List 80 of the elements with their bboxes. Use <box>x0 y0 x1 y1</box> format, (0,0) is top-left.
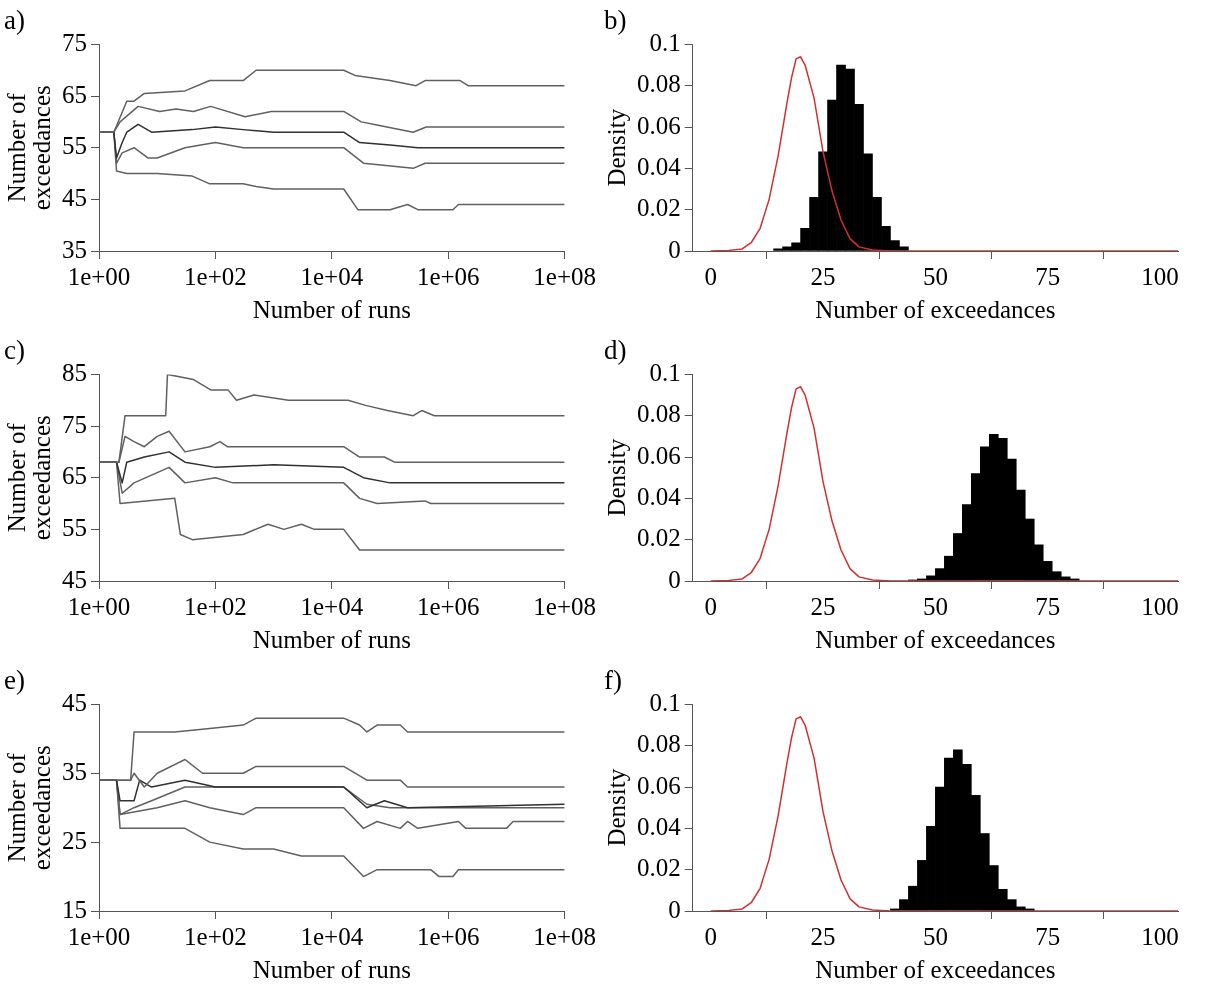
y-tick-label: 0.04 <box>637 812 682 840</box>
y-axis-title: Density <box>603 438 631 517</box>
y-tick-label: 55 <box>62 513 87 541</box>
x-tick-label: 25 <box>810 922 836 950</box>
x-tick-label: 1e+04 <box>300 922 364 950</box>
y-tick-label: 65 <box>62 80 87 108</box>
y-tick-label: 0.1 <box>649 358 681 386</box>
chart-title: e) <box>4 665 25 696</box>
x-tick-label: 1e+04 <box>300 592 364 620</box>
x-tick-label: 1e+08 <box>533 922 596 950</box>
y-tick-label: 0.08 <box>637 730 681 758</box>
chart-title: a) <box>4 5 25 36</box>
y-axis-title: Number of exceedances <box>3 85 56 211</box>
x-axis-title: Number of exceedances <box>815 296 1056 324</box>
x-axis-title: Number of exceedances <box>815 626 1056 654</box>
y-tick-label: 35 <box>62 757 87 785</box>
x-tick-label: 1e+08 <box>533 262 596 290</box>
x-tick-label: 0 <box>704 592 717 620</box>
y-tick-label: 0.1 <box>649 688 681 716</box>
y-tick-label: 0.02 <box>637 194 681 222</box>
chart-title: f) <box>604 665 622 696</box>
x-tick-label: 1e+00 <box>67 262 131 290</box>
x-tick-label: 1e+02 <box>184 592 247 620</box>
x-tick-label: 1e+04 <box>300 262 364 290</box>
chart-title: c) <box>4 335 25 366</box>
x-tick-label: 100 <box>1141 922 1179 950</box>
x-tick-label: 1e+08 <box>533 592 596 620</box>
x-axis-title: Number of runs <box>252 956 411 984</box>
x-tick-label: 25 <box>810 262 836 290</box>
y-tick-label: 0.02 <box>637 524 681 552</box>
y-tick-label: 0.02 <box>637 854 681 882</box>
chart-title: b) <box>604 5 627 36</box>
x-tick-label: 1e+00 <box>67 922 131 950</box>
y-tick-label: 25 <box>62 826 87 854</box>
x-axis-title: Number of runs <box>252 626 411 654</box>
x-tick-label: 0 <box>704 922 717 950</box>
x-tick-label: 0 <box>704 262 717 290</box>
y-tick-label: 65 <box>62 462 87 490</box>
y-tick-label: 45 <box>62 688 87 716</box>
y-tick-label: 45 <box>62 565 87 593</box>
x-tick-label: 75 <box>1035 592 1061 620</box>
y-tick-label: 15 <box>62 895 87 923</box>
x-tick-label: 100 <box>1141 262 1179 290</box>
x-tick-label: 50 <box>922 592 948 620</box>
y-tick-label: 0.06 <box>637 111 681 139</box>
y-axis-title: Number of exceedances <box>3 415 56 541</box>
x-tick-label: 25 <box>810 592 836 620</box>
y-tick-label: 75 <box>62 410 87 438</box>
x-tick-label: 1e+06 <box>416 262 480 290</box>
x-axis-title: Number of exceedances <box>815 956 1056 984</box>
y-tick-label: 0 <box>668 565 681 593</box>
x-axis-title: Number of runs <box>252 296 411 324</box>
x-tick-label: 1e+06 <box>416 922 480 950</box>
x-tick-label: 75 <box>1035 922 1061 950</box>
y-tick-label: 75 <box>62 28 87 56</box>
y-axis-title: Density <box>603 108 631 187</box>
y-axis-title: Number of exceedances <box>3 745 56 871</box>
x-tick-label: 75 <box>1035 262 1061 290</box>
y-tick-label: 0.06 <box>637 441 681 469</box>
y-tick-label: 0.04 <box>637 482 682 510</box>
y-tick-label: 0.1 <box>649 28 681 56</box>
x-tick-label: 1e+06 <box>416 592 480 620</box>
y-axis-title: Density <box>603 768 631 847</box>
y-tick-label: 35 <box>62 235 87 263</box>
y-tick-label: 0.08 <box>637 70 681 98</box>
y-tick-label: 0.04 <box>637 152 682 180</box>
y-tick-label: 85 <box>62 358 87 386</box>
x-tick-label: 50 <box>922 922 948 950</box>
y-tick-label: 0.08 <box>637 400 681 428</box>
y-tick-label: 0 <box>668 895 681 923</box>
x-tick-label: 100 <box>1141 592 1179 620</box>
x-tick-label: 1e+02 <box>184 262 247 290</box>
y-tick-label: 45 <box>62 183 87 211</box>
x-tick-label: 1e+00 <box>67 592 131 620</box>
chart-title: d) <box>604 335 627 366</box>
y-tick-label: 55 <box>62 132 87 160</box>
y-tick-label: 0.06 <box>637 771 681 799</box>
x-tick-label: 50 <box>922 262 948 290</box>
y-tick-label: 0 <box>668 235 681 263</box>
x-tick-label: 1e+02 <box>184 922 247 950</box>
